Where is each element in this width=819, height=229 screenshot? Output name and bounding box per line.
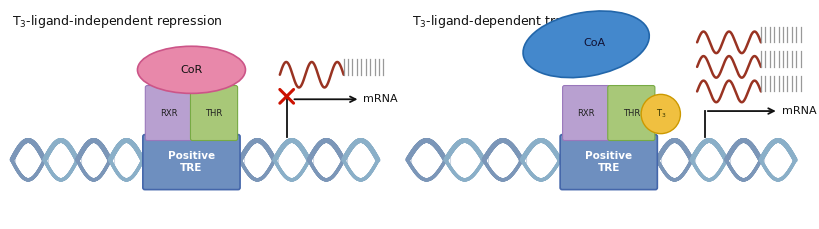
Text: THR: THR [622, 109, 640, 117]
FancyBboxPatch shape [143, 135, 240, 190]
Text: THR: THR [206, 109, 223, 117]
Text: RXR: RXR [577, 109, 595, 117]
Circle shape [641, 94, 681, 134]
FancyBboxPatch shape [191, 86, 238, 141]
Text: T$_3$-ligand-independent repression: T$_3$-ligand-independent repression [11, 13, 223, 30]
Text: Positive
TRE: Positive TRE [168, 151, 215, 173]
Text: Positive
TRE: Positive TRE [586, 151, 632, 173]
Text: T$_3$: T$_3$ [655, 108, 666, 120]
Text: mRNA: mRNA [781, 106, 817, 116]
FancyBboxPatch shape [560, 135, 658, 190]
Text: RXR: RXR [161, 109, 178, 117]
Ellipse shape [523, 11, 649, 78]
Ellipse shape [138, 46, 246, 93]
FancyBboxPatch shape [145, 86, 192, 141]
Text: CoA: CoA [583, 38, 605, 48]
FancyBboxPatch shape [608, 86, 655, 141]
Text: mRNA: mRNA [364, 94, 398, 104]
Text: T$_3$-ligand-dependent transactivation: T$_3$-ligand-dependent transactivation [413, 13, 640, 30]
Text: CoR: CoR [180, 65, 202, 75]
FancyBboxPatch shape [563, 86, 609, 141]
